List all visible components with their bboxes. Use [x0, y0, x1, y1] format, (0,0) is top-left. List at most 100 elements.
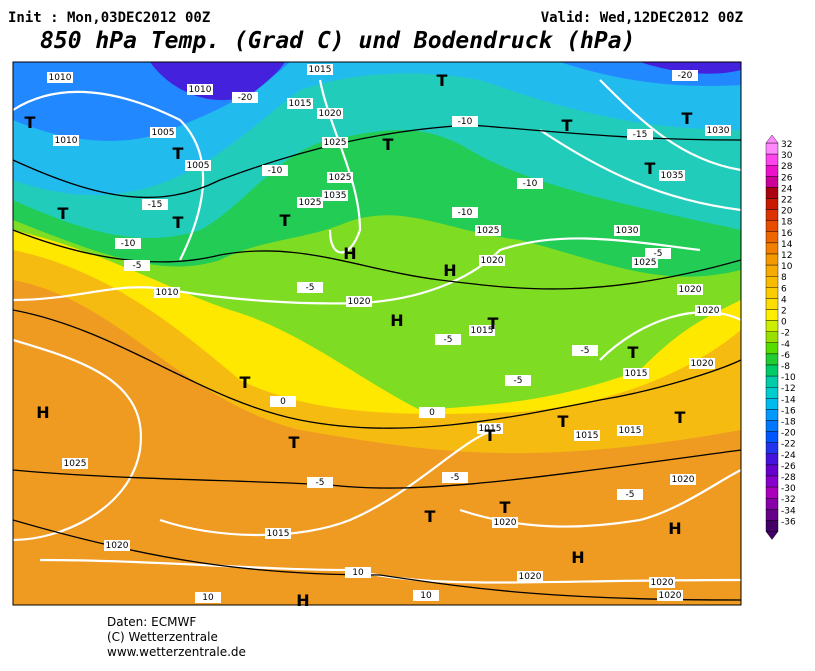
isoline-label: 0	[429, 408, 435, 418]
pressure-center: T	[485, 426, 496, 445]
pressure-center: T	[58, 204, 69, 223]
colorbar-label: -26	[781, 462, 796, 472]
isoline-label: -5	[626, 490, 635, 500]
label-bg	[469, 325, 495, 336]
isoline-label: 1025	[64, 459, 87, 469]
colorbar-label: 32	[781, 140, 792, 150]
colorbar-box	[765, 520, 779, 532]
colorbar-label: -28	[781, 473, 796, 483]
label-bg	[452, 207, 478, 218]
isoline-label: -20	[678, 71, 693, 81]
colorbar-box	[765, 453, 779, 466]
colorbar-box	[765, 253, 779, 266]
isoline-label: 10	[202, 593, 214, 603]
pressure-center: T	[437, 71, 448, 90]
map-frame	[12, 61, 742, 606]
isoline-label: -10	[268, 166, 283, 176]
colorbar-box	[765, 309, 779, 321]
pressure-center: T	[173, 213, 184, 232]
colorbar-label: 8	[781, 273, 787, 283]
colorbar-box	[765, 420, 779, 432]
label-bg	[477, 423, 503, 434]
label-bg	[442, 472, 468, 483]
label-bg	[617, 489, 643, 500]
label-bg	[346, 296, 372, 307]
isoline-label: 1005	[187, 161, 210, 171]
isoline-label: -5	[451, 473, 460, 483]
colorbar-label: 26	[781, 173, 793, 183]
pressure-center: T	[289, 433, 300, 452]
label-bg	[475, 225, 501, 236]
colorbar-label: -22	[781, 440, 796, 450]
colorbar-box	[765, 298, 779, 310]
isoline-label: 1010	[156, 288, 179, 298]
label-bg	[695, 305, 721, 316]
isoline-label: 1015	[619, 426, 642, 436]
colorbar-label: 22	[781, 196, 792, 206]
colorbar-box	[765, 198, 779, 210]
isoline-label: -10	[458, 117, 473, 127]
colorbar-label: -8	[781, 362, 790, 372]
label-bg	[307, 64, 333, 75]
colorbar-box	[765, 409, 779, 421]
isoline-label: 1015	[267, 529, 290, 539]
temperature-field	[13, 62, 741, 605]
label-bg	[297, 197, 323, 208]
label-bg	[53, 135, 79, 146]
label-bg	[517, 571, 543, 582]
isoline-label: -5	[444, 335, 453, 345]
label-bg	[265, 528, 291, 539]
pressure-center: T	[488, 314, 499, 333]
isoline-label: 1020	[494, 518, 517, 528]
label-bg	[297, 282, 323, 293]
label-bg	[287, 98, 313, 109]
colorbar-label: 30	[781, 151, 793, 161]
isoline-label: -10	[121, 239, 136, 249]
colorbar-label: -6	[781, 351, 790, 361]
label-bg	[322, 190, 348, 201]
isoline-label: 1015	[625, 369, 648, 379]
colorbar-cap-top	[765, 134, 779, 144]
colorbar-label: 20	[781, 207, 793, 217]
label-bg	[632, 257, 658, 268]
colorbar-cap-bottom	[765, 531, 779, 540]
colorbar-box	[765, 320, 779, 332]
label-bg	[307, 477, 333, 488]
isoline-label: 1020	[319, 109, 342, 119]
colorbar-box	[765, 387, 779, 399]
label-bg	[492, 517, 518, 528]
isoline-label: 1025	[324, 138, 347, 148]
label-bg	[262, 165, 288, 176]
isoline-label: 1020	[672, 475, 695, 485]
isoline-label: 1025	[329, 173, 352, 183]
label-bg	[574, 430, 600, 441]
isoline-label: 1015	[289, 99, 312, 109]
label-bg	[649, 577, 675, 588]
label-bg	[150, 127, 176, 138]
isoline-label: 1015	[471, 326, 494, 336]
label-bg	[115, 238, 141, 249]
pressure-center: T	[240, 373, 251, 392]
colorbar-box	[765, 164, 779, 177]
pressure-center: T	[500, 498, 511, 517]
colorbar-label: -4	[781, 340, 790, 350]
label-bg	[142, 199, 168, 210]
isoline-label: -5	[316, 478, 325, 488]
pressure-center: T	[675, 408, 686, 427]
label-bg	[623, 368, 649, 379]
colorbar-box	[765, 264, 779, 277]
colorbar-box	[765, 431, 779, 443]
label-bg	[672, 70, 698, 81]
isoline-label: 1020	[659, 591, 682, 601]
colorbar-box	[765, 509, 779, 521]
footer-source: Daten: ECMWF	[107, 615, 196, 629]
isoline-label: 10	[420, 591, 432, 601]
colorbar-label: -36	[781, 517, 796, 527]
label-bg	[659, 170, 685, 181]
colorbar-box	[765, 231, 779, 244]
colorbar-box	[765, 464, 779, 477]
pressure-center: T	[562, 116, 573, 135]
pressure-center: T	[173, 144, 184, 163]
label-bg	[645, 248, 671, 259]
footer-url: www.wetterzentrale.de	[107, 645, 246, 659]
